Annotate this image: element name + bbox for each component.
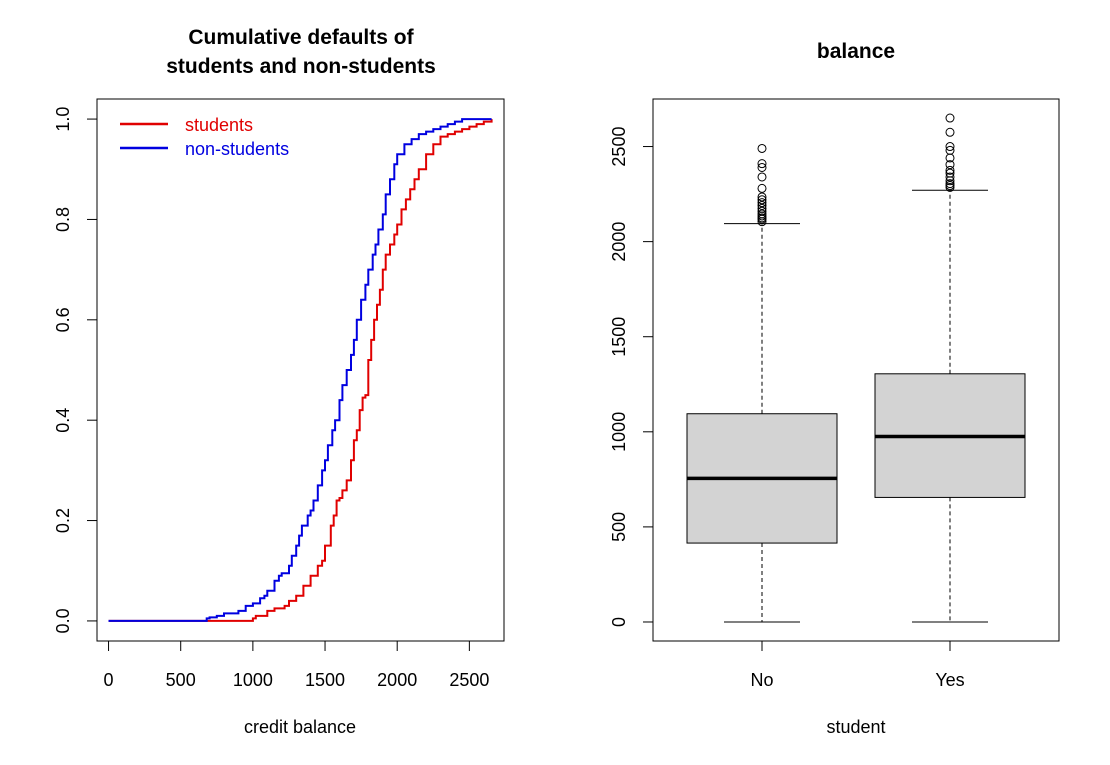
- outlier-point: [757, 162, 767, 172]
- legend: students non-students: [120, 115, 289, 159]
- outlier-point: [945, 168, 955, 178]
- outlier-point: [757, 143, 767, 153]
- left-y-tick-label: 0.8: [53, 207, 73, 232]
- outlier-point: [757, 183, 767, 193]
- right-x-axis-label: student: [826, 717, 885, 737]
- outlier-point: [757, 159, 767, 169]
- outlier-point: [945, 179, 955, 189]
- legend-label-students: students: [185, 115, 253, 135]
- right-y-axis: 0 500 1000 1500 2000 2500: [609, 127, 654, 627]
- left-title-line-2: students and non-students: [166, 55, 436, 78]
- outlier-point: [757, 192, 767, 202]
- outlier-point: [757, 172, 767, 182]
- left-title-line-1: Cumulative defaults of: [188, 26, 414, 49]
- outlier-point: [945, 165, 955, 175]
- outlier-point: [945, 127, 955, 137]
- right-plot-frame: [652, 98, 1060, 642]
- left-series-lines: [108, 118, 493, 622]
- right-y-tick-label: 1500: [609, 317, 629, 357]
- left-x-axis-label: credit balance: [244, 717, 356, 737]
- outlier-point: [945, 113, 955, 123]
- outlier-point: [757, 203, 767, 213]
- outlier-point: [945, 160, 955, 170]
- right-y-tick-label: 1000: [609, 412, 629, 452]
- right-y-tick-label: 0: [609, 617, 629, 627]
- series-line-non-students: [108, 118, 492, 622]
- right-y-tick-label: 500: [609, 512, 629, 542]
- outlier-point: [945, 145, 955, 155]
- outlier-point: [757, 195, 767, 205]
- outlier-point: [945, 172, 955, 182]
- left-x-tick-label: 2500: [449, 670, 489, 690]
- left-x-tick-label: 1000: [233, 670, 273, 690]
- boxplot-yes: [874, 113, 1026, 623]
- boxplot-no: [686, 143, 838, 623]
- left-plot-frame: [96, 98, 505, 642]
- left-x-axis: 0 500 1000 1500 2000 2500: [104, 640, 489, 690]
- left-y-tick-label: 0.2: [53, 508, 73, 533]
- left-x-tick-label: 500: [166, 670, 196, 690]
- right-x-tick-label-yes: Yes: [935, 670, 964, 690]
- outlier-point: [757, 200, 767, 210]
- outlier-point: [757, 209, 767, 219]
- right-boxplots: [686, 113, 1026, 623]
- left-panel: Cumulative defaults of students and non-…: [53, 26, 505, 737]
- right-x-tick-label-no: No: [750, 670, 773, 690]
- right-panel: balance 0 500 1000 1500 2000 2500 No Yes stude…: [609, 40, 1060, 737]
- outlier-point: [945, 142, 955, 152]
- right-y-tick-label: 2000: [609, 222, 629, 262]
- left-y-tick-label: 0.6: [53, 307, 73, 332]
- right-x-axis: No Yes: [750, 640, 965, 690]
- outlier-point: [757, 206, 767, 216]
- outlier-point: [945, 181, 955, 191]
- left-x-tick-label: 1500: [305, 670, 345, 690]
- series-line-students: [108, 119, 493, 622]
- outlier-point: [757, 198, 767, 208]
- legend-label-non-students: non-students: [185, 139, 289, 159]
- left-y-tick-label: 0.4: [53, 408, 73, 433]
- right-y-tick-label: 2500: [609, 127, 629, 167]
- left-x-tick-label: 2000: [377, 670, 417, 690]
- left-y-tick-label: 0.0: [53, 608, 73, 633]
- left-y-tick-label: 1.0: [53, 107, 73, 132]
- left-y-axis: 0.0 0.2 0.4 0.6 0.8 1.0: [53, 107, 98, 633]
- right-title: balance: [817, 40, 895, 63]
- left-x-tick-label: 0: [104, 670, 114, 690]
